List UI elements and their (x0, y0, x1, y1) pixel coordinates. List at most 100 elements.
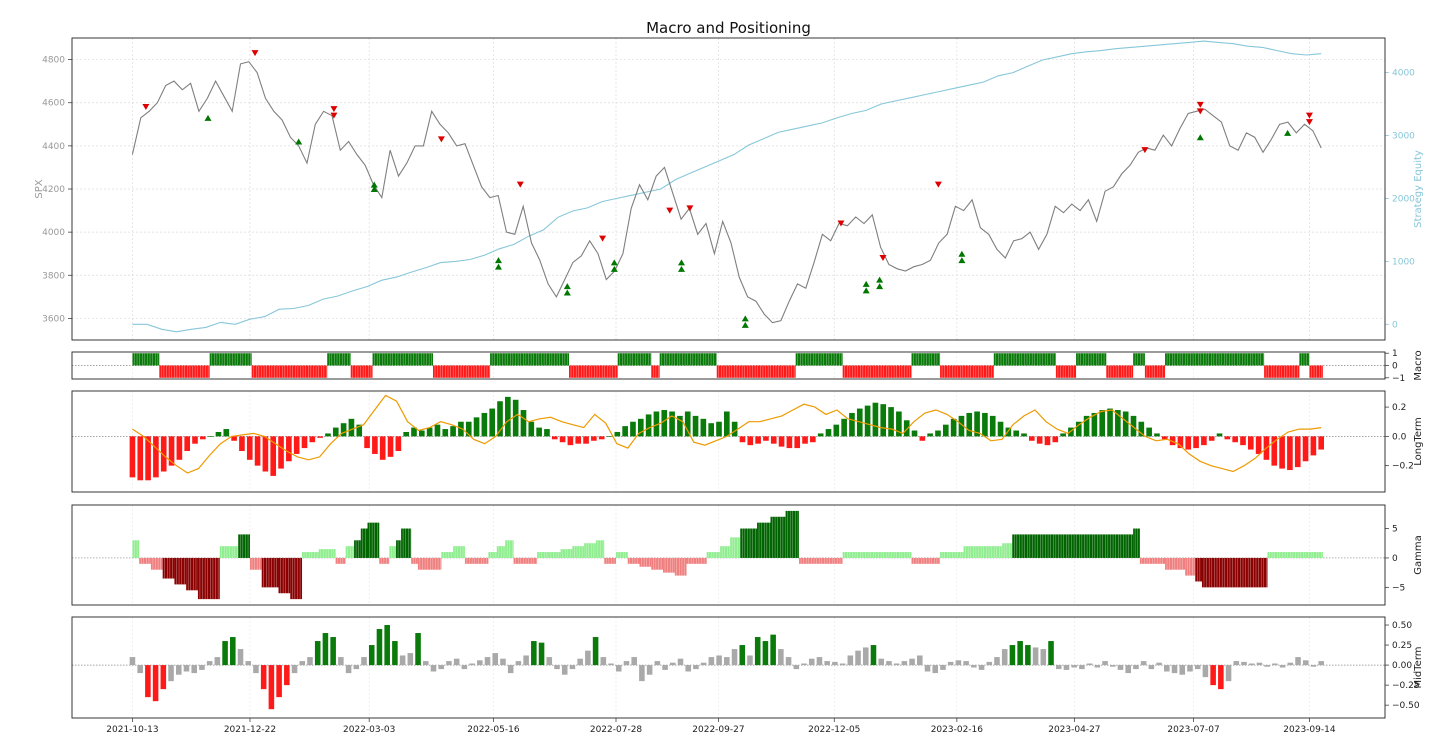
midterm-bar (538, 642, 545, 666)
x-tick-label: 2022-09-27 (692, 725, 744, 735)
chart-title: Macro and Positioning (646, 19, 811, 37)
midterm-bar (407, 653, 414, 666)
midterm-bar (855, 650, 861, 666)
longterm-bar (645, 414, 652, 437)
midterm-bar (909, 658, 915, 666)
sell-signal-marker (1305, 112, 1313, 119)
gamma-bar (572, 546, 585, 558)
midterm-bar (932, 665, 939, 674)
midterm-bar (870, 645, 877, 666)
midterm-bar (994, 657, 1000, 666)
longterm-bar (1255, 436, 1262, 454)
longterm-bar (1154, 433, 1160, 437)
midterm-bar (955, 660, 962, 666)
longterm-bar (1271, 436, 1278, 466)
midterm-bar (693, 665, 699, 670)
sell-signal-marker (1141, 147, 1149, 154)
midterm-bar (384, 625, 390, 666)
y2-tick-label: 3000 (1392, 132, 1415, 142)
midterm-bar (1055, 665, 1062, 670)
gamma-bar (604, 557, 617, 564)
buy-signal-marker (610, 259, 618, 266)
midterm-bar (1171, 665, 1178, 674)
longterm-bar (864, 405, 871, 437)
midterm-bar (608, 663, 614, 666)
gamma-bar (740, 528, 758, 558)
sell-signal-marker (879, 255, 887, 262)
longterm-bar (1068, 427, 1074, 437)
longterm-bar (301, 436, 308, 449)
longterm-bar (1232, 436, 1238, 443)
midterm-bar (1218, 665, 1224, 690)
midterm-bar (1110, 665, 1116, 667)
y-tick-label: 0.00 (1392, 661, 1412, 671)
midterm-bar (1194, 665, 1201, 670)
midterm-bar (1040, 649, 1047, 666)
gamma-bar (261, 557, 279, 588)
buy-signal-marker (677, 259, 685, 266)
y-tick-label: −0.50 (1392, 701, 1420, 711)
midterm-bar (963, 661, 969, 666)
gamma-bar (842, 552, 912, 558)
longterm-bar (974, 411, 980, 437)
midterm-bar (986, 661, 993, 666)
gamma-bar (730, 537, 741, 558)
midterm-bar (724, 657, 730, 666)
midterm-bar (577, 658, 583, 666)
midterm-bar (1279, 665, 1286, 668)
buy-signal-marker (677, 265, 685, 272)
midterm-bar (592, 637, 599, 666)
gamma-bar (411, 557, 418, 564)
longterm-bar (309, 436, 316, 443)
macro-bar (795, 353, 843, 366)
longterm-bar (708, 423, 714, 437)
midterm-bar (330, 637, 336, 666)
midterm-bar (816, 657, 823, 666)
gamma-bar (785, 510, 800, 558)
midterm-bar (230, 637, 236, 666)
macro-bar (350, 365, 373, 378)
gamma-bar (174, 557, 187, 585)
longterm-bar (223, 429, 230, 437)
midterm-bar (801, 663, 807, 666)
buy-signal-marker (295, 138, 303, 145)
midterm-bar (832, 661, 838, 666)
gamma-bar (139, 557, 151, 564)
y-tick-label: 4800 (42, 56, 65, 66)
macro-bar (432, 365, 491, 378)
midterm-bar (268, 665, 275, 710)
longterm-bar (551, 436, 558, 440)
longterm-bar (794, 436, 801, 449)
price-panel-frame (71, 37, 1386, 341)
y2-tick-label: 1000 (1392, 257, 1415, 267)
gamma-bar (560, 549, 573, 558)
sell-signal-marker (1196, 101, 1204, 108)
longterm-bar (505, 396, 511, 437)
midterm-bar (1140, 661, 1147, 666)
sell-signal-marker (330, 106, 338, 113)
gamma-bar (770, 516, 786, 558)
longterm-bar (286, 436, 292, 462)
gamma-bar (513, 557, 538, 564)
longterm-bar (1294, 436, 1301, 468)
buy-signal-marker (876, 283, 884, 290)
gamma-bar (476, 557, 489, 564)
longterm-bar (153, 436, 159, 478)
longterm-bar (372, 436, 378, 454)
midterm-bar (137, 665, 143, 674)
midterm-bar (1094, 665, 1101, 668)
longterm-bar (317, 436, 323, 438)
midterm-bar (924, 665, 931, 672)
macro-bar (651, 365, 660, 378)
longterm-bar (591, 436, 597, 441)
strategy-equity-line (132, 40, 1322, 333)
longterm-bar (825, 429, 832, 437)
macro-bar (1299, 353, 1310, 366)
gamma-bar (302, 552, 319, 558)
longterm-bar (207, 436, 214, 437)
longterm-bar (700, 418, 707, 437)
gamma-bar (360, 528, 368, 558)
longterm-bar (841, 418, 847, 437)
longterm-bar (215, 431, 222, 437)
longterm-bar (1005, 427, 1012, 437)
